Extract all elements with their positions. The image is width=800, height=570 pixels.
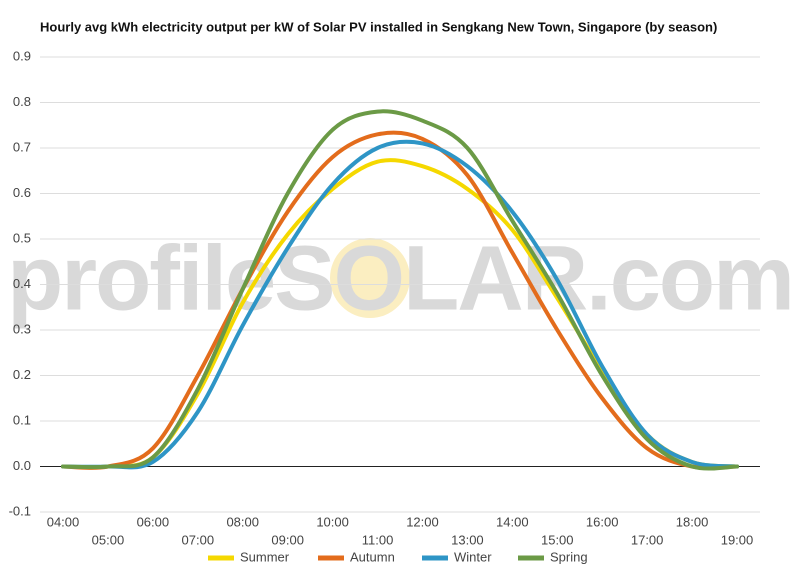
y-tick-label: 0.1 bbox=[13, 412, 31, 427]
y-tick-label: -0.1 bbox=[9, 503, 31, 518]
x-tick-label: 11:00 bbox=[362, 532, 394, 547]
x-tick-label: 07:00 bbox=[182, 532, 215, 547]
legend-label: Autumn bbox=[350, 549, 395, 564]
y-tick-label: 0.0 bbox=[13, 458, 31, 473]
legend-label: Summer bbox=[240, 549, 290, 564]
x-tick-label: 05:00 bbox=[92, 532, 125, 547]
x-tick-label: 17:00 bbox=[631, 532, 664, 547]
y-tick-label: 0.8 bbox=[13, 94, 31, 109]
watermark-sun bbox=[330, 238, 410, 318]
y-tick-label: 0.7 bbox=[13, 139, 31, 154]
x-tick-label: 15:00 bbox=[541, 532, 574, 547]
x-tick-label: 06:00 bbox=[137, 514, 170, 529]
y-tick-label: 0.6 bbox=[13, 185, 31, 200]
chart-title: Hourly avg kWh electricity output per kW… bbox=[40, 19, 717, 34]
x-tick-label: 19:00 bbox=[721, 532, 754, 547]
x-tick-label: 10:00 bbox=[316, 514, 349, 529]
legend-label: Winter bbox=[454, 549, 492, 564]
y-tick-label: 0.3 bbox=[13, 321, 31, 336]
line bbox=[61, 130, 739, 470]
x-tick-label: 12:00 bbox=[406, 514, 439, 529]
x-tick-label: 14:00 bbox=[496, 514, 529, 529]
y-tick-label: 0.2 bbox=[13, 367, 31, 382]
legend-label: Spring bbox=[550, 549, 588, 564]
y-tick-label: 0.9 bbox=[13, 48, 31, 63]
x-tick-label: 16:00 bbox=[586, 514, 619, 529]
line bbox=[61, 109, 739, 471]
x-tick-label: 08:00 bbox=[226, 514, 259, 529]
x-tick-label: 09:00 bbox=[271, 532, 304, 547]
x-tick-label: 13:00 bbox=[451, 532, 484, 547]
line bbox=[61, 139, 739, 470]
x-tick-label: 18:00 bbox=[676, 514, 709, 529]
y-tick-label: 0.5 bbox=[13, 230, 31, 245]
x-tick-label: 04:00 bbox=[47, 514, 80, 529]
watermark: profileSOLAR.com bbox=[7, 227, 793, 329]
y-tick-label: 0.4 bbox=[13, 276, 31, 291]
